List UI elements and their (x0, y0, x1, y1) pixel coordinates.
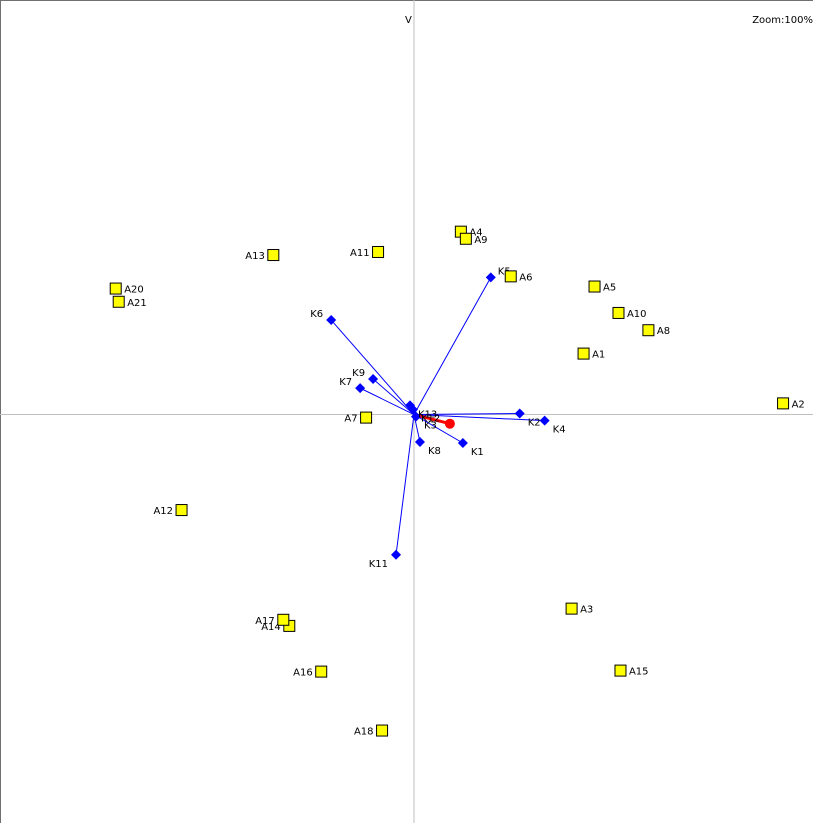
object-label-a8: A8 (657, 326, 670, 337)
object-marker-a16 (315, 665, 328, 678)
object-marker-a20 (109, 282, 122, 295)
vector-line-k7 (359, 387, 415, 415)
vector-label-k12: K12 (421, 413, 440, 424)
vector-marker-k5 (485, 272, 496, 283)
object-label-a5: A5 (603, 283, 616, 294)
object-marker-a13 (267, 249, 280, 262)
vector-line-k1 (413, 414, 464, 444)
object-label-a17: A17 (255, 616, 275, 627)
object-label-a6: A6 (519, 272, 532, 283)
object-label-a7: A7 (344, 414, 357, 425)
object-marker-a1 (577, 347, 590, 360)
vector-label-k1: K1 (471, 447, 484, 458)
vector-label-k3: K3 (424, 421, 437, 432)
vector-label-k7: K7 (339, 377, 352, 388)
vector-marker-k8 (414, 436, 425, 447)
object-marker-a8 (642, 324, 655, 337)
object-label-a9: A9 (474, 235, 487, 246)
vector-line-k11 (395, 414, 415, 555)
vector-marker-k11 (391, 549, 402, 560)
highlight-point (444, 418, 455, 429)
vector-marker-k9 (368, 373, 379, 384)
vector-line-k4 (413, 414, 545, 422)
object-marker-a21 (112, 295, 125, 308)
vector-marker-k3 (410, 411, 421, 422)
object-label-a13: A13 (245, 251, 265, 262)
vector-line-k6 (330, 319, 415, 415)
object-marker-a7 (360, 411, 373, 424)
object-marker-a18 (376, 724, 389, 737)
object-label-a16: A16 (293, 668, 313, 679)
vector-label-k2: K2 (528, 418, 541, 429)
object-marker-a2 (777, 397, 790, 410)
object-marker-a10 (612, 306, 625, 319)
object-label-a10: A10 (627, 309, 647, 320)
object-label-a21: A21 (127, 298, 147, 309)
object-marker-a3 (565, 602, 578, 615)
vector-marker-k4 (539, 415, 550, 426)
vector-marker-k13 (404, 400, 415, 411)
vector-label-k11: K11 (369, 559, 388, 570)
vector-label-k8: K8 (428, 446, 441, 457)
object-label-a12: A12 (153, 506, 173, 517)
vector-label-k9: K9 (352, 368, 365, 379)
vector-label-k4: K4 (553, 425, 566, 436)
object-label-a18: A18 (354, 727, 374, 738)
vector-label-k5: K5 (498, 266, 511, 277)
vector-line-k5 (413, 277, 492, 415)
object-marker-a9 (459, 232, 472, 245)
object-label-a3: A3 (580, 605, 593, 616)
vector-line-k9 (372, 378, 415, 415)
object-label-a15: A15 (629, 667, 649, 678)
object-marker-a5 (588, 280, 601, 293)
vector-label-k13: K13 (418, 409, 437, 420)
zoom-indicator: Zoom:100% (752, 15, 813, 26)
object-marker-a6 (504, 270, 517, 283)
object-label-a14: A14 (261, 622, 281, 633)
vector-line-k2 (413, 413, 520, 416)
object-label-a20: A20 (124, 285, 144, 296)
object-label-a11: A11 (350, 248, 370, 259)
object-marker-a15 (614, 664, 627, 677)
object-marker-a12 (175, 504, 188, 517)
vector-marker-k1 (457, 437, 468, 448)
vector-marker-k7 (355, 383, 366, 394)
object-label-a2: A2 (792, 399, 805, 410)
vector-marker-k6 (326, 315, 337, 326)
object-label-a4: A4 (469, 228, 482, 239)
y-axis-label: V (405, 15, 412, 26)
vector-marker-k2 (514, 408, 525, 419)
object-marker-a11 (372, 245, 385, 258)
object-marker-a17 (277, 613, 290, 626)
object-label-a1: A1 (592, 350, 605, 361)
vector-label-k6: K6 (310, 309, 323, 320)
